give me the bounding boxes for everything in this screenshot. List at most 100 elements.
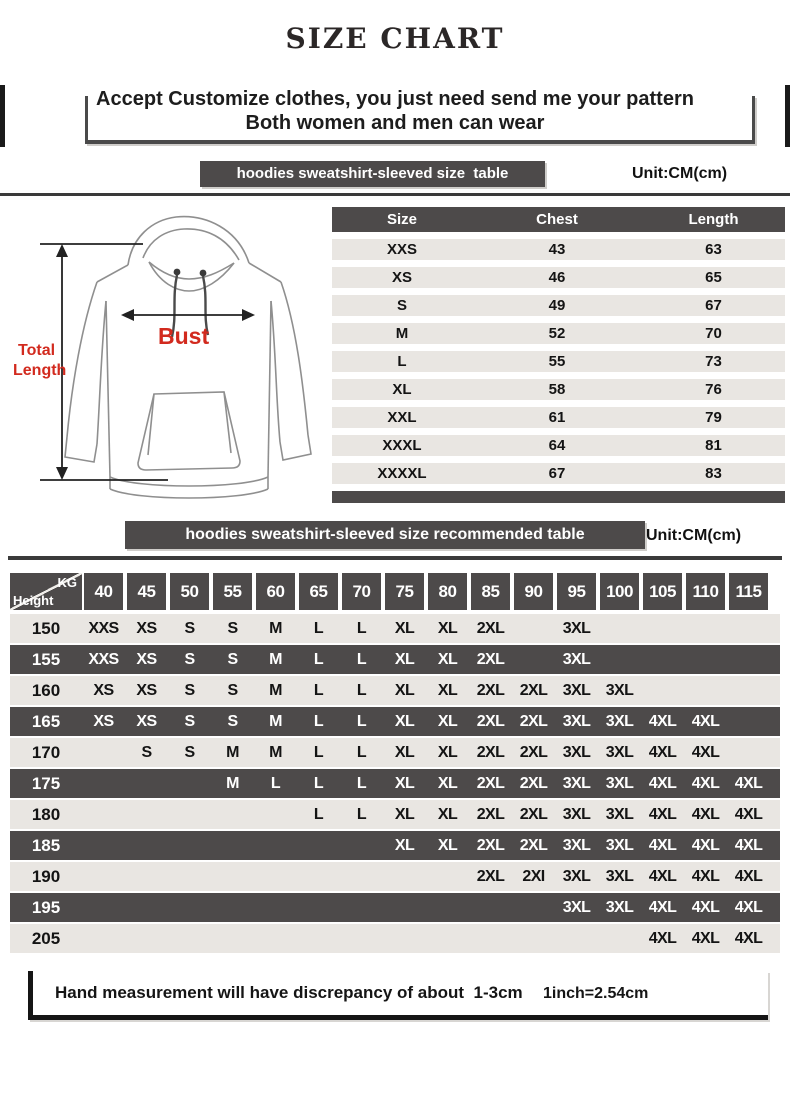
table-row: XXS 43 63 — [332, 239, 785, 260]
size-cell: 4XL — [734, 929, 763, 947]
table-row: XXXXL 67 83 — [332, 463, 785, 484]
size-cell: S — [184, 712, 195, 730]
kg-height-corner-cell: KG Height — [10, 573, 82, 610]
size-cell: 46 — [548, 269, 566, 286]
size-cell: XS — [136, 650, 157, 668]
size-cell: M — [269, 619, 282, 637]
total-length-arrow — [40, 243, 168, 481]
size-cell: 2XL — [519, 743, 548, 761]
size-table-header: Size Chest Length — [332, 207, 785, 232]
left-edge-mark — [0, 85, 5, 147]
size-cell: L — [356, 774, 367, 792]
recommended-table-section-bar: hoodies sweatshirt-sleeved size recommen… — [125, 521, 645, 549]
size-cell: 2XL — [519, 774, 548, 792]
notice-line2: Both women and men can wear — [245, 112, 545, 134]
size-cell: L — [356, 619, 367, 637]
size-cell: 3XL — [562, 805, 591, 823]
size-cell: XS — [93, 681, 114, 699]
size-cell: 3XL — [605, 712, 634, 730]
size-cell: 61 — [548, 409, 566, 426]
size-cell: 2XL — [476, 712, 505, 730]
size-cell: XL — [394, 774, 415, 792]
size-cell: S — [227, 712, 238, 730]
size-cell: 3XL — [605, 836, 634, 854]
size-cell: 67 — [705, 297, 722, 314]
size-cell: XL — [394, 681, 415, 699]
weight-header-cell: 80 — [428, 573, 467, 610]
weight-header-cell: 110 — [686, 573, 725, 610]
size-cell: XL — [394, 743, 415, 761]
size-cell: 4XL — [648, 867, 677, 885]
size-cell: L — [313, 681, 324, 699]
table-row: 150 XXS XS S S M L L XL XL 2XL 3XL — [10, 614, 780, 643]
height-label: 155 — [31, 649, 61, 669]
size-cell: 76 — [705, 381, 722, 398]
size-cell: 4XL — [648, 712, 677, 730]
size-cell: 4XL — [691, 712, 720, 730]
size-table-rows: XXS 43 63 XS 46 65 S 49 67 M 52 70 L 55 73 XL 58 76 XXL 61 7… — [332, 239, 785, 484]
recommended-table-rows: 150 XXS XS S S M L L XL XL 2XL 3XL 155 XXS XS S S M L L XL XL… — [10, 614, 780, 953]
size-cell: 3XL — [562, 681, 591, 699]
size-cell: 43 — [548, 241, 566, 258]
height-label: 195 — [31, 897, 61, 917]
size-cell: 2XL — [476, 650, 505, 668]
size-cell: 79 — [705, 409, 722, 426]
size-cell: 63 — [705, 241, 722, 258]
size-cell: XXXXL — [377, 465, 427, 482]
size-cell: 4XL — [691, 774, 720, 792]
size-cell: S — [227, 619, 238, 637]
size-cell: L — [313, 650, 324, 668]
footer-box — [28, 971, 768, 1020]
size-cell: 4XL — [734, 805, 763, 823]
table-row: 185 XL XL 2XL 2XL 3XL 3XL 4XL 4XL 4XL — [10, 831, 780, 860]
size-cell: S — [184, 681, 195, 699]
size-cell: XS — [136, 619, 157, 637]
size-cell: 2XL — [476, 867, 505, 885]
size-cell: L — [313, 712, 324, 730]
size-cell: L — [356, 681, 367, 699]
size-cell: M — [226, 774, 239, 792]
weight-header-cell: 55 — [213, 573, 252, 610]
size-cell: XL — [437, 774, 458, 792]
size-cell: L — [356, 743, 367, 761]
size-cell: 2XI — [522, 867, 545, 885]
total-length-label-line1: Total — [18, 342, 55, 359]
size-cell: L — [356, 650, 367, 668]
weight-header-cell: 100 — [600, 573, 639, 610]
bust-arrow — [121, 309, 255, 321]
size-cell: XL — [394, 619, 415, 637]
notice-box — [85, 96, 755, 144]
size-cell: 2XL — [476, 619, 505, 637]
height-label: 205 — [31, 928, 61, 948]
size-cell: 2XL — [519, 712, 548, 730]
table-row: 205 4XL 4XL 4XL — [10, 924, 780, 953]
table-row: 155 XXS XS S S M L L XL XL 2XL 3XL — [10, 645, 780, 674]
size-cell: 58 — [548, 381, 566, 398]
size-cell: 3XL — [562, 619, 591, 637]
weight-header-cell: 65 — [299, 573, 338, 610]
size-cell: 2XL — [519, 836, 548, 854]
size-cell: S — [227, 650, 238, 668]
size-cell: XXS — [88, 650, 119, 668]
size-cell: 3XL — [605, 743, 634, 761]
height-label: 170 — [31, 742, 61, 762]
size-cell: L — [397, 353, 407, 370]
table-row: 180 L L XL XL 2XL 2XL 3XL 3XL 4XL 4XL 4XL — [10, 800, 780, 829]
size-cell: XXS — [386, 241, 417, 258]
recommended-table-header: KG Height 40 45 50 55 60 65 70 75 80 85 90 95 100 105… — [10, 573, 780, 610]
height-label: 175 — [31, 773, 61, 793]
size-cell: L — [313, 774, 324, 792]
divider-1 — [0, 193, 790, 196]
size-cell: 4XL — [648, 805, 677, 823]
height-label: 185 — [31, 835, 61, 855]
divider-2 — [8, 556, 782, 560]
size-cell: 2XL — [476, 681, 505, 699]
size-cell: XL — [394, 805, 415, 823]
size-cell: 3XL — [605, 898, 634, 916]
size-cell: XS — [93, 712, 114, 730]
hoodie-line-art — [64, 215, 312, 499]
size-cell: 2XL — [476, 805, 505, 823]
size-cell: 65 — [705, 269, 722, 286]
size-cell: XL — [437, 619, 458, 637]
size-cell: 64 — [548, 437, 566, 454]
